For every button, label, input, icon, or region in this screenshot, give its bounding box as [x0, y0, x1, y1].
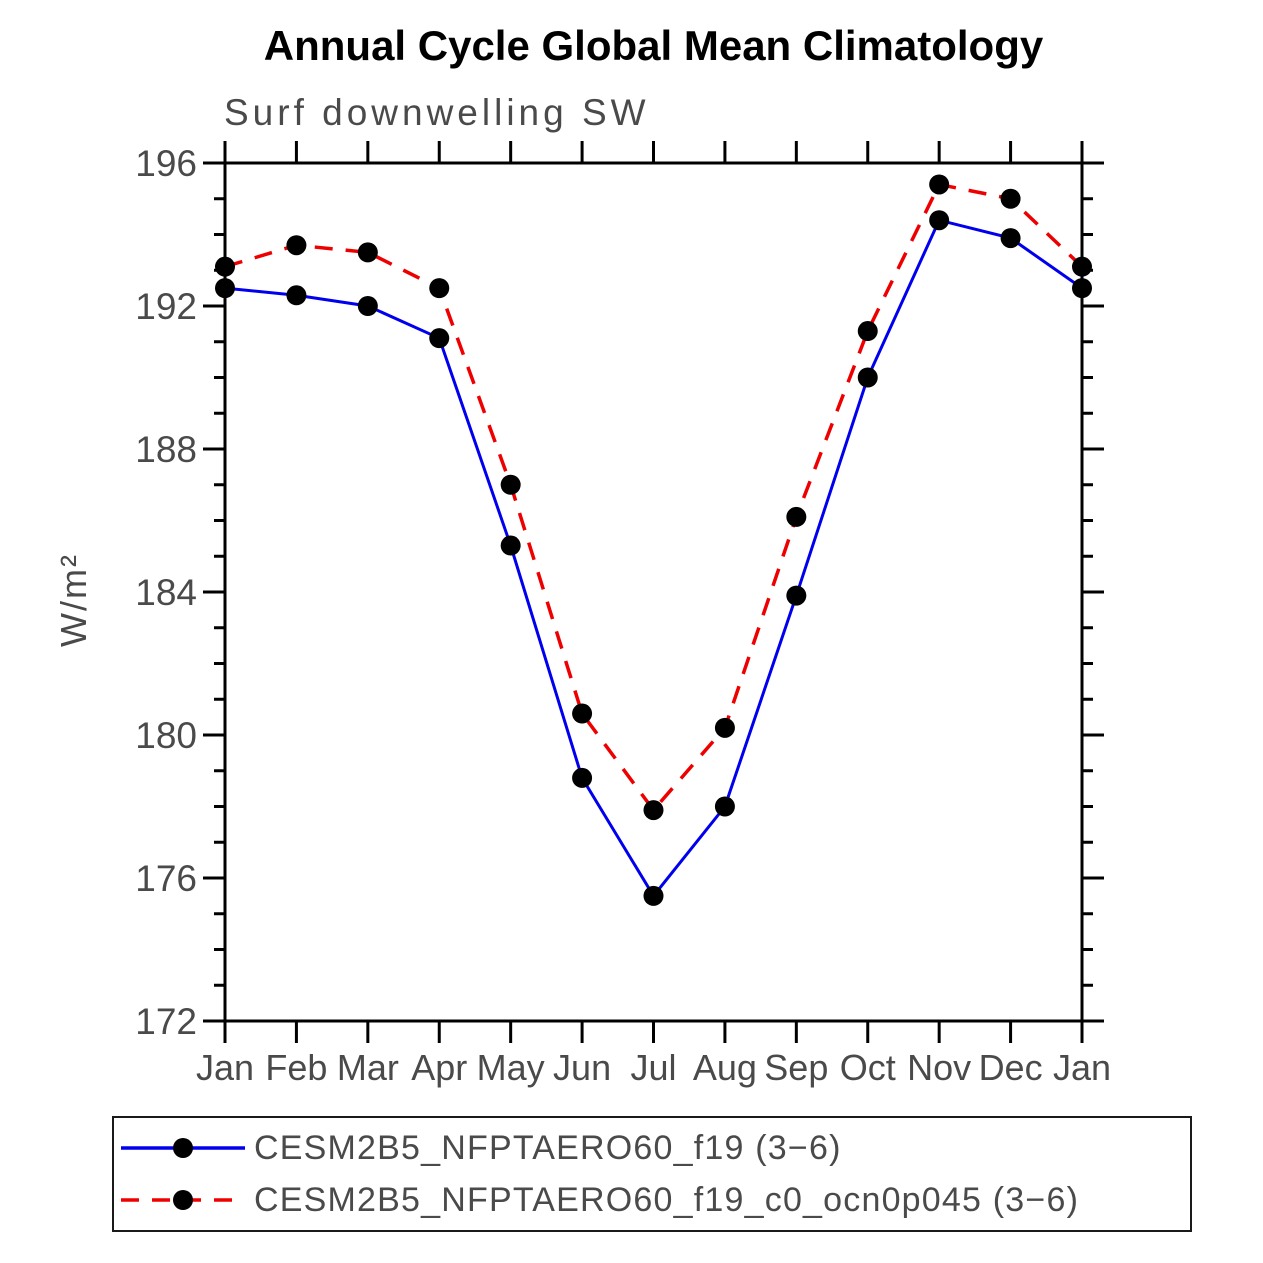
data-point [286, 285, 307, 306]
legend-label-series-0: CESM2B5_NFPTAERO60_f19 (3−6) [254, 1128, 842, 1167]
y-tick-label: 196 [135, 143, 197, 184]
y-axis-label: W/m² [53, 553, 94, 647]
legend-item-series-1: CESM2B5_NFPTAERO60_f19_c0_ocn0p045 (3−6) [119, 1175, 1190, 1225]
legend-label-series-1: CESM2B5_NFPTAERO60_f19_c0_ocn0p045 (3−6) [254, 1180, 1080, 1219]
data-point [857, 367, 878, 388]
data-point [786, 506, 807, 527]
x-tick-label: Dec [979, 1047, 1043, 1088]
data-point [357, 296, 378, 316]
x-tick-label: Sep [764, 1047, 828, 1088]
data-point [572, 703, 593, 724]
y-tick-label: 180 [135, 715, 197, 756]
x-tick-label: Feb [265, 1047, 327, 1088]
data-point [714, 717, 735, 738]
legend-box: CESM2B5_NFPTAERO60_f19 (3−6) CESM2B5_NFP… [112, 1116, 1192, 1232]
y-tick-label: 172 [135, 1001, 197, 1042]
data-point [429, 328, 450, 349]
data-point [1000, 188, 1021, 209]
data-point [643, 800, 664, 821]
legend-item-series-0: CESM2B5_NFPTAERO60_f19 (3−6) [119, 1123, 1190, 1173]
legend-line-sample-blue [121, 1138, 245, 1158]
data-point [786, 585, 807, 606]
data-point [429, 278, 450, 299]
data-point [215, 256, 235, 277]
y-tick-label: 184 [135, 572, 197, 613]
x-tick-label: Mar [337, 1047, 399, 1088]
x-tick-label: Nov [907, 1047, 971, 1088]
data-point [500, 535, 521, 556]
data-point [1072, 278, 1092, 299]
x-tick-label: Aug [693, 1047, 757, 1088]
x-tick-label: Oct [840, 1047, 896, 1088]
chart-title: Annual Cycle Global Mean Climatology [263, 22, 1044, 69]
series-1-line [224, 182, 1084, 813]
data-point [1000, 228, 1021, 249]
data-point [714, 796, 735, 817]
data-point [643, 885, 664, 906]
series-0-line [224, 218, 1083, 899]
data-point [929, 174, 950, 195]
data-point [929, 210, 950, 231]
x-tick-label: May [477, 1047, 545, 1088]
data-point [1072, 256, 1092, 277]
y-tick-label: 192 [135, 286, 197, 327]
x-tick-label: Jun [553, 1047, 611, 1088]
legend-line-sample-red [121, 1190, 245, 1210]
data-point [857, 321, 878, 342]
x-tick-label: Jul [630, 1047, 676, 1088]
x-tick-label: Jan [196, 1047, 254, 1088]
legend-sample-marker-icon [173, 1138, 193, 1158]
data-point [357, 242, 378, 263]
y-tick-label: 188 [135, 429, 197, 470]
x-tick-label: Apr [411, 1047, 467, 1088]
y-tick-label: 176 [135, 858, 197, 899]
x-tick-label: Jan [1053, 1047, 1111, 1088]
data-point [500, 474, 521, 495]
chart-subtitle: Surf downwelling SW [224, 92, 650, 133]
legend-sample-marker-icon [173, 1190, 193, 1210]
data-point [286, 235, 307, 256]
data-point [572, 767, 593, 788]
data-point [215, 278, 235, 299]
